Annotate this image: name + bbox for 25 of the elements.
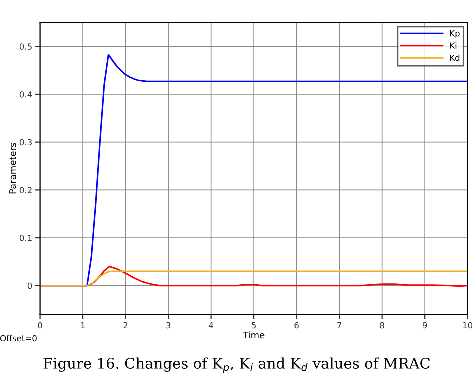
line-series [40, 270, 468, 287]
legend-label: Ki [450, 42, 457, 49]
y-tick-label: 0.5 [20, 44, 32, 50]
x-tick-label: 7 [338, 322, 342, 329]
x-tick-label: 1 [81, 322, 85, 329]
x-axis-title: Time [242, 332, 265, 339]
x-tick-label: 8 [380, 322, 384, 329]
x-tick-label: 9 [422, 322, 428, 329]
x-tick-label: 0 [38, 322, 42, 329]
y-tick-label: 0 [28, 282, 32, 290]
caption: Figure 16. Changes of K$_{p}$, K$_{i}$ and K$_{d}$ values of MRAC [44, 358, 430, 374]
text: Offset=0 [0, 335, 37, 342]
x-tick-label: 10 [463, 322, 473, 329]
y-tick-label: 0.3 [20, 139, 32, 146]
legend-label: Kp [450, 30, 460, 38]
y-tick-label: 0.2 [20, 187, 32, 194]
x-tick-label: 5 [252, 322, 256, 329]
legend-label: Kd [450, 54, 460, 62]
x-tick-label: 4 [209, 322, 214, 329]
x-tick-label: 2 [124, 322, 128, 329]
x-tick-label: 3 [166, 322, 171, 329]
y-axis-title: Parameters [10, 143, 16, 194]
y-tick-label: 0.4 [20, 91, 32, 98]
y-tick-label: 0.1 [20, 235, 32, 242]
x-tick-label: 6 [294, 322, 299, 329]
